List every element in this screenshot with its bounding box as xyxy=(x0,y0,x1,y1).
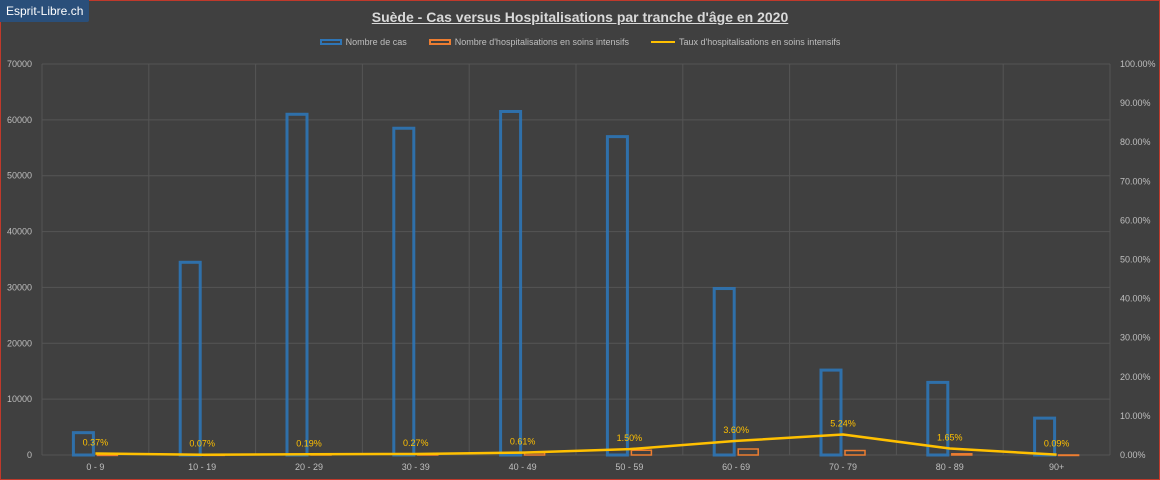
y-tick-left: 60000 xyxy=(7,115,32,125)
data-label-rate: 0.37% xyxy=(83,438,109,448)
x-tick-label: 80 - 89 xyxy=(936,462,964,472)
y-tick-left: 70000 xyxy=(7,59,32,69)
data-label-rate: 0.61% xyxy=(510,437,536,447)
y-tick-right: 10.00% xyxy=(1120,411,1151,421)
data-label-rate: 5.24% xyxy=(830,419,856,429)
bar-cases xyxy=(285,112,309,457)
legend-label-icu: Nombre d'hospitalisations en soins inten… xyxy=(454,37,630,47)
y-tick-left: 0 xyxy=(27,450,32,460)
data-label-rate: 0.07% xyxy=(189,439,215,449)
y-tick-right: 100.00% xyxy=(1120,59,1156,69)
y-tick-right: 40.00% xyxy=(1120,294,1151,304)
x-tick-label: 10 - 19 xyxy=(188,462,216,472)
chart-legend: Nombre de cas Nombre d'hospitalisations … xyxy=(0,37,1160,47)
y-tick-right: 20.00% xyxy=(1120,372,1151,382)
x-tick-label: 60 - 69 xyxy=(722,462,750,472)
data-label-rate: 0.19% xyxy=(296,438,322,448)
brand-label: Esprit-Libre.ch xyxy=(0,0,90,22)
y-tick-right: 90.00% xyxy=(1120,98,1151,108)
data-label-rate: 1.50% xyxy=(617,433,643,443)
y-tick-left: 10000 xyxy=(7,394,32,404)
legend-item-icu: Nombre d'hospitalisations en soins inten… xyxy=(428,37,630,47)
bar-cases xyxy=(392,126,416,457)
y-tick-right: 30.00% xyxy=(1120,333,1151,343)
x-tick-label: 70 - 79 xyxy=(829,462,857,472)
bar-icu xyxy=(1057,454,1080,457)
legend-swatch-icu xyxy=(428,39,451,45)
legend-swatch-cases xyxy=(319,39,342,45)
x-tick-label: 0 - 9 xyxy=(86,462,104,472)
data-label-rate: 3.60% xyxy=(723,425,749,435)
data-label-rate: 0.27% xyxy=(403,438,429,448)
bar-icu xyxy=(630,449,653,456)
y-tick-right: 60.00% xyxy=(1120,215,1151,225)
legend-item-cases: Nombre de cas xyxy=(319,37,407,47)
y-tick-right: 70.00% xyxy=(1120,176,1151,186)
bar-cases xyxy=(178,260,202,457)
line-rate xyxy=(95,433,1057,456)
chart-title: Suède - Cas versus Hospitalisations par … xyxy=(371,9,789,25)
data-label-rate: 0.09% xyxy=(1044,439,1070,449)
legend-label-rate: Taux d'hospitalisations en soins intensi… xyxy=(679,37,841,47)
bar-icu xyxy=(951,453,973,456)
bar-cases xyxy=(712,287,736,457)
data-label-rate: 1.65% xyxy=(937,433,963,443)
bar-cases xyxy=(1033,416,1057,457)
x-tick-label: 30 - 39 xyxy=(402,462,430,472)
y-tick-right: 80.00% xyxy=(1120,137,1151,147)
y-tick-right: 0.00% xyxy=(1120,450,1146,460)
y-tick-left: 30000 xyxy=(7,282,32,292)
bar-cases xyxy=(819,368,843,457)
x-tick-label: 90+ xyxy=(1049,462,1064,472)
x-tick-label: 50 - 59 xyxy=(615,462,643,472)
y-tick-left: 40000 xyxy=(7,227,32,237)
y-tick-left: 20000 xyxy=(7,338,32,348)
legend-swatch-rate xyxy=(651,41,676,43)
x-tick-label: 40 - 49 xyxy=(509,462,537,472)
x-tick-label: 20 - 29 xyxy=(295,462,323,472)
bar-cases xyxy=(71,431,95,457)
y-tick-left: 50000 xyxy=(7,171,32,181)
bar-cases xyxy=(499,109,523,457)
bar-icu xyxy=(844,449,866,456)
bar-cases xyxy=(605,135,629,457)
legend-label-cases: Nombre de cas xyxy=(345,37,407,47)
bar-cases xyxy=(926,380,950,457)
y-tick-right: 50.00% xyxy=(1120,255,1151,265)
legend-item-rate: Taux d'hospitalisations en soins intensi… xyxy=(651,37,840,47)
bar-icu xyxy=(737,448,759,456)
